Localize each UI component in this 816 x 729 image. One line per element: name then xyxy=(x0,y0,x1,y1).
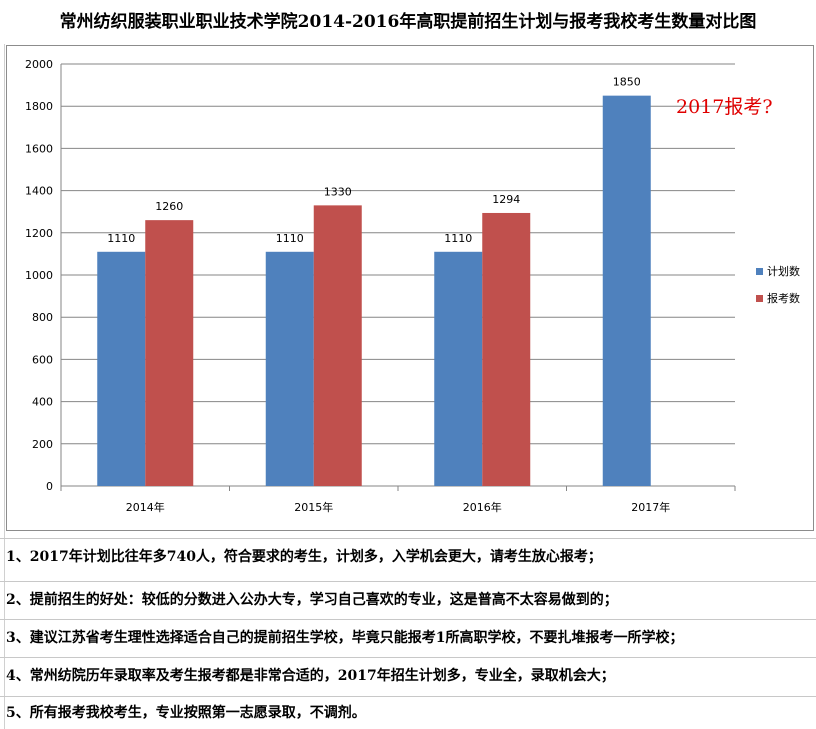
note-3: 3、建议江苏省考生理性选择适合自己的提前招生学校，毕竟只能报考1所高职学校，不要… xyxy=(0,619,816,655)
x-tick-label: 2017年 xyxy=(631,500,670,514)
bar-plan xyxy=(265,251,314,486)
bar-plan xyxy=(434,251,483,486)
legend-swatch xyxy=(756,295,763,302)
y-tick-label: 1400 xyxy=(25,185,53,198)
note-4: 4、常州纺院历年录取率及考生报考都是非常合适的，2017年招生计划多，专业全，录… xyxy=(0,657,816,693)
y-tick-label: 1000 xyxy=(25,269,53,282)
data-label: 1850 xyxy=(613,76,641,89)
y-tick-label: 1200 xyxy=(25,227,53,240)
y-tick-label: 1600 xyxy=(25,142,53,155)
bar-plan xyxy=(602,95,651,487)
sheet-left-rule xyxy=(4,44,5,729)
data-label: 1330 xyxy=(324,185,352,198)
bar-applicants xyxy=(313,205,362,486)
bar-chart: 0 200 400 600 800 1000 1200 1400 1600 1800 2000 201… xyxy=(25,58,800,514)
note-1: 1、2017年计划比往年多740人，符合要求的考生，计划多，入学机会更大，请考生… xyxy=(0,538,816,574)
data-label: 1260 xyxy=(155,200,183,213)
chart-title: 常州纺织服装职业职业技术学院2014-2016年高职提前招生计划与报考我校考生数… xyxy=(59,12,757,32)
y-tick-label: 0 xyxy=(46,480,53,493)
x-tick-label: 2015年 xyxy=(294,500,333,514)
data-label: 1110 xyxy=(444,232,472,245)
y-tick-label: 1800 xyxy=(25,100,53,113)
legend-swatch xyxy=(756,268,763,275)
y-tick-label: 800 xyxy=(32,311,53,324)
data-label: 1110 xyxy=(276,232,304,245)
x-tick-label: 2014年 xyxy=(126,500,165,514)
bar-applicants xyxy=(145,220,194,486)
x-tick-label: 2016年 xyxy=(463,500,502,514)
note-5: 5、所有报考我校考生，专业按照第一志愿录取，不调剂。 xyxy=(0,696,816,729)
data-label: 1294 xyxy=(492,193,520,206)
bar-plan xyxy=(97,251,146,486)
annotation-2017: 2017报考? xyxy=(676,96,773,118)
y-tick-label: 600 xyxy=(32,353,53,366)
data-label: 1110 xyxy=(107,232,135,245)
bar-applicants xyxy=(482,212,531,486)
y-tick-label: 200 xyxy=(32,438,53,451)
y-tick-label: 400 xyxy=(32,396,53,409)
chart-area: 0 200 400 600 800 1000 1200 1400 1600 1800 2000 201… xyxy=(6,45,814,531)
y-tick-label: 2000 xyxy=(25,58,53,71)
legend-label: 计划数 xyxy=(767,265,800,278)
note-2: 2、提前招生的好处：较低的分数进入公办大专，学习自己喜欢的专业，这是普高不太容易… xyxy=(0,581,816,617)
legend-label: 报考数 xyxy=(767,291,800,305)
